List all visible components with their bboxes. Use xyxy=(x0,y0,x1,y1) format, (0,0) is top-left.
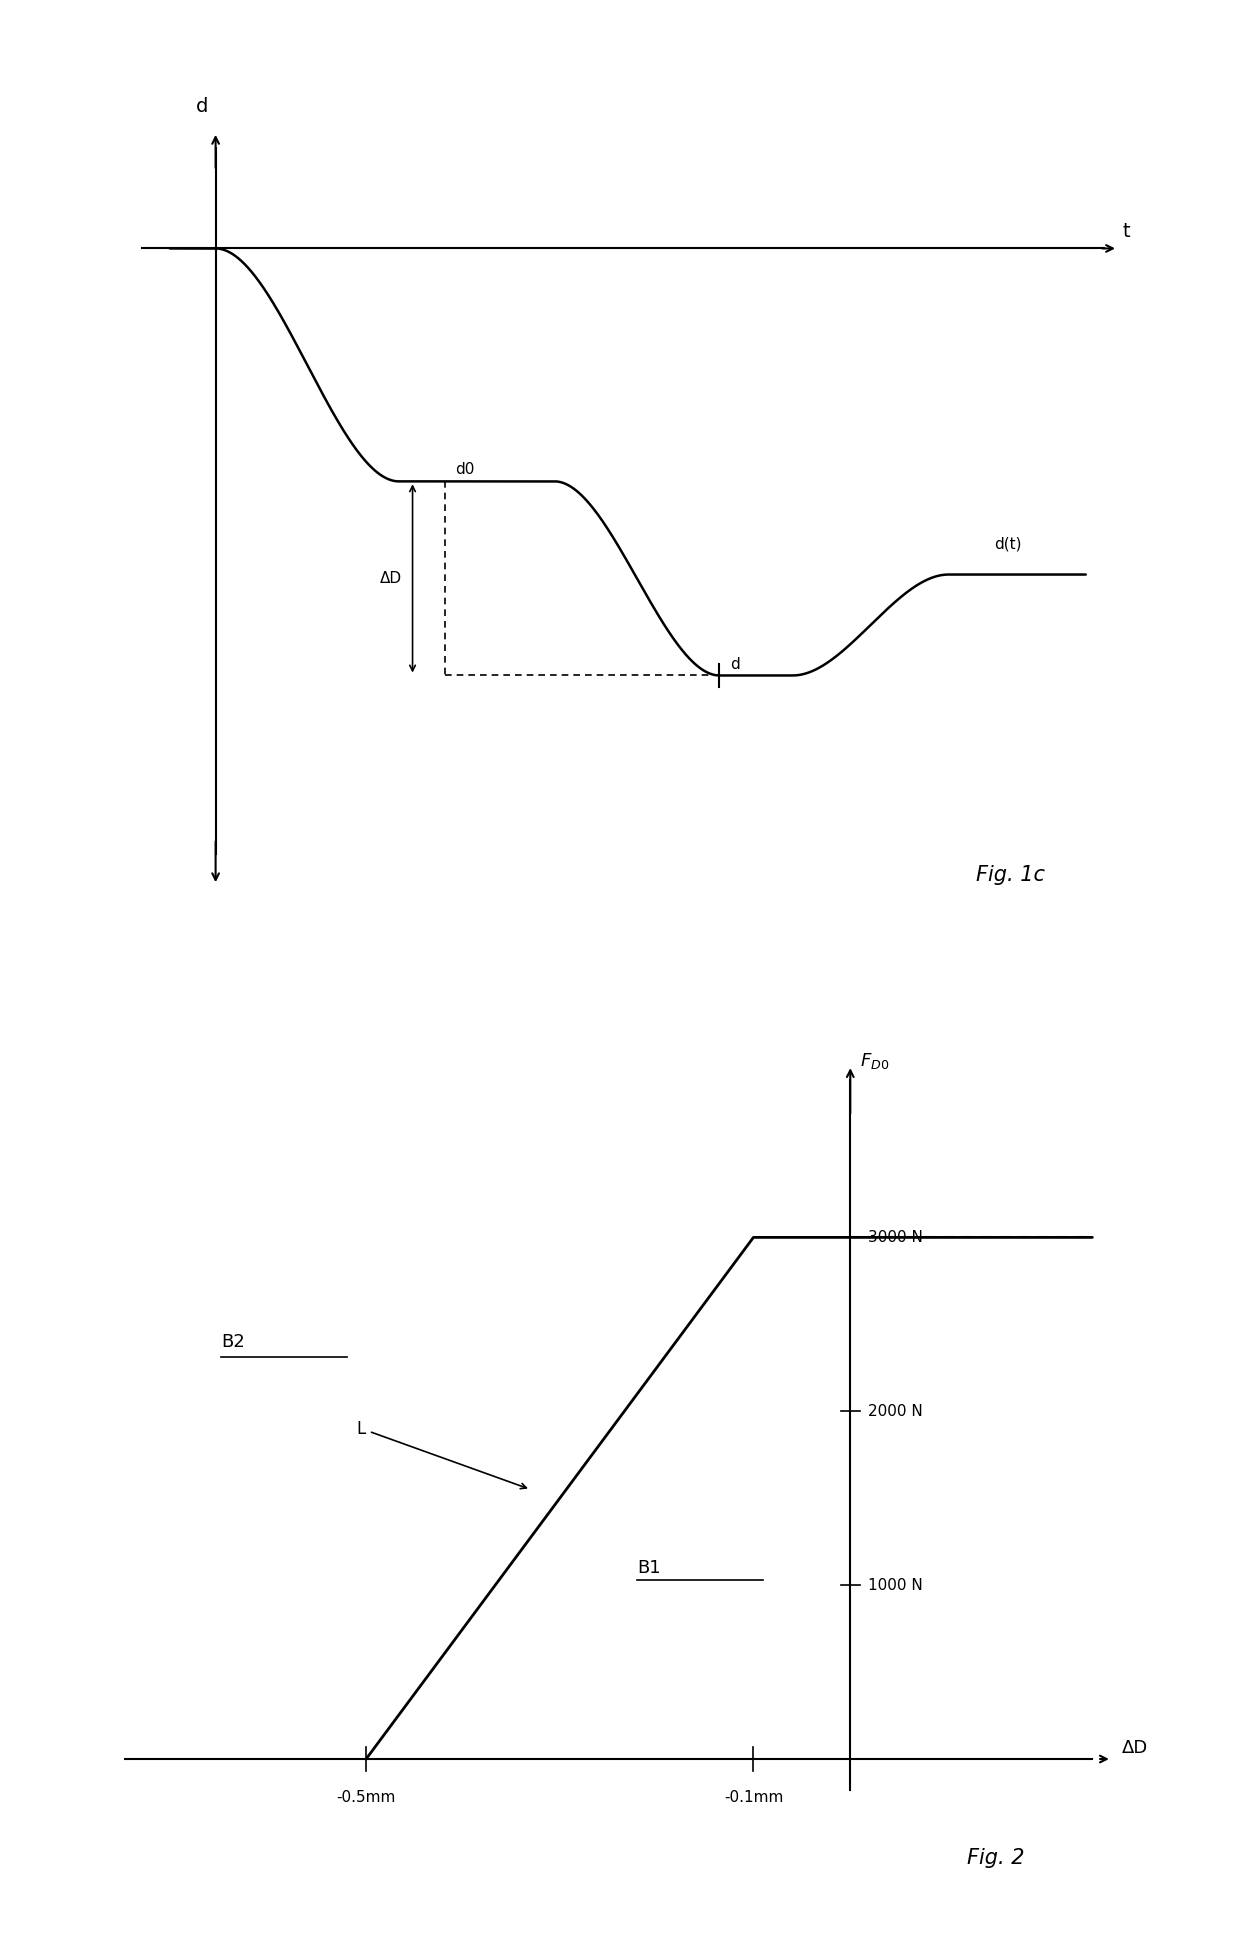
Text: B2: B2 xyxy=(221,1333,244,1351)
Text: -0.1mm: -0.1mm xyxy=(724,1790,784,1805)
Text: d: d xyxy=(730,656,740,672)
Text: d0: d0 xyxy=(455,462,475,477)
Text: t: t xyxy=(1122,221,1130,241)
Text: -0.5mm: -0.5mm xyxy=(336,1790,396,1805)
Text: $F_{D0}$: $F_{D0}$ xyxy=(861,1050,889,1071)
Text: d(t): d(t) xyxy=(994,536,1022,551)
Text: 1000 N: 1000 N xyxy=(868,1578,923,1594)
Text: Fig. 1c: Fig. 1c xyxy=(976,866,1045,885)
Text: L: L xyxy=(357,1419,526,1489)
Text: 3000 N: 3000 N xyxy=(868,1231,923,1244)
Text: 2000 N: 2000 N xyxy=(868,1403,923,1419)
Text: B1: B1 xyxy=(637,1559,661,1576)
Text: ΔD: ΔD xyxy=(1121,1739,1148,1757)
Text: ΔD: ΔD xyxy=(379,571,402,586)
Text: Fig. 2: Fig. 2 xyxy=(967,1848,1024,1867)
Text: d: d xyxy=(196,97,208,116)
